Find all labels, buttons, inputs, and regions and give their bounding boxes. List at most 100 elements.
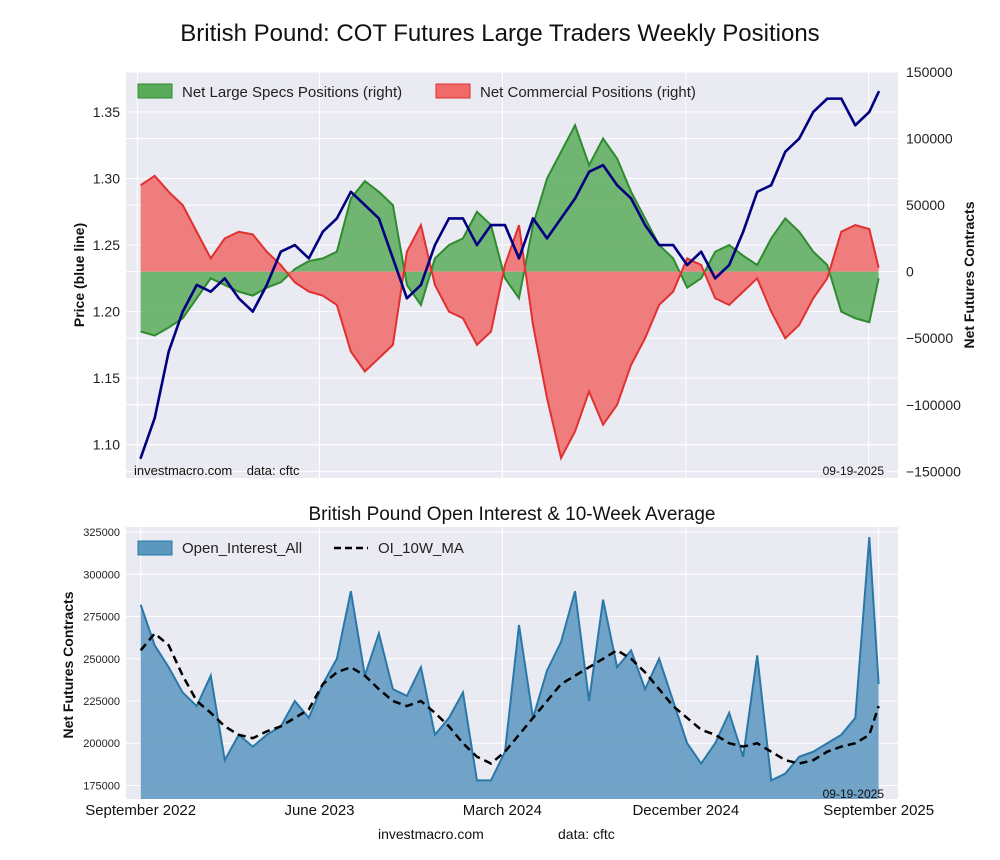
price-point	[629, 197, 633, 200]
price-point	[826, 97, 829, 100]
price-point	[545, 237, 549, 240]
price-point	[770, 183, 773, 187]
price-point	[181, 310, 184, 313]
contracts-tick-label: −150000	[906, 463, 961, 479]
price-point	[587, 170, 591, 174]
open-interest-legend: Open_Interest_All OI_10W_MA	[137, 540, 464, 557]
footer-source: data: cftc	[558, 826, 615, 842]
price-point	[405, 297, 409, 300]
price-axis-label: Price (blue line)	[71, 223, 87, 327]
open-interest-chart: British Pound Open Interest & 10-Week Av…	[60, 504, 934, 819]
price-point	[195, 283, 198, 287]
price-series	[139, 90, 880, 460]
open-interest-line	[139, 537, 880, 782]
legend-ma-label: OI_10W_MA	[378, 540, 464, 557]
price-point	[713, 277, 717, 280]
contracts-tick-label: −50000	[906, 330, 953, 346]
open-interest-axis-label: Net Futures Contracts	[60, 591, 76, 738]
price-point	[573, 197, 577, 200]
price-point	[237, 297, 240, 300]
price-point	[461, 217, 465, 220]
price-point	[279, 250, 283, 253]
price-point	[433, 243, 437, 247]
price-point	[349, 190, 353, 194]
page-title: British Pound: COT Futures Large Traders…	[180, 20, 820, 47]
open-interest-tick-label: 325000	[83, 527, 120, 539]
price-point	[756, 190, 759, 194]
price-point	[643, 223, 647, 227]
price-point	[447, 217, 451, 220]
open-interest-axis-ticks: 175000 200000 225000 250000 275000 300000 3250…	[83, 527, 120, 792]
price-point	[251, 310, 254, 313]
date-tick-label: June 2023	[284, 802, 354, 819]
price-tick-label: 1.10	[93, 437, 120, 453]
date-tick-label: March 2024	[463, 802, 542, 819]
price-point	[854, 124, 857, 127]
price-point	[139, 456, 142, 460]
price-point	[685, 263, 689, 267]
price-point	[307, 257, 311, 260]
contracts-tick-label: 0	[906, 264, 914, 280]
date-tick-label: September 2022	[85, 802, 196, 819]
price-point	[559, 217, 563, 220]
legend-specs-label: Net Large Specs Positions (right)	[182, 84, 402, 101]
moving-average-line	[139, 631, 880, 765]
positions-grid	[126, 71, 898, 478]
price-point	[335, 217, 339, 220]
price-point	[517, 257, 521, 260]
positions-date-label: 09-19-2025	[823, 464, 885, 478]
price-point	[877, 90, 880, 94]
footer-site: investmacro.com	[378, 826, 484, 842]
legend-open-interest-swatch	[137, 540, 173, 556]
contracts-tick-label: −100000	[906, 397, 961, 413]
price-tick-label: 1.30	[93, 170, 120, 186]
open-interest-date-label: 09-19-2025	[823, 787, 885, 801]
price-point	[784, 150, 787, 154]
price-point	[657, 243, 661, 247]
price-tick-label: 1.20	[93, 304, 120, 320]
price-point	[391, 257, 395, 260]
price-point	[503, 223, 507, 227]
contracts-axis-ticks: −150000 −100000 −50000 0 50000 100000 150000	[906, 64, 961, 479]
price-point	[798, 137, 801, 140]
price-point	[265, 283, 268, 287]
price-point	[601, 163, 605, 167]
price-point	[475, 243, 479, 247]
date-tick-label: December 2024	[632, 802, 739, 819]
open-interest-fill	[140, 537, 879, 799]
positions-watermark: investmacro.com data: cftc	[134, 463, 300, 478]
open-interest-title: British Pound Open Interest & 10-Week Av…	[309, 504, 716, 525]
open-interest-tick-label: 300000	[83, 569, 120, 581]
price-point	[868, 110, 871, 114]
price-point	[741, 230, 745, 233]
open-interest-tick-label: 175000	[83, 780, 120, 792]
date-axis-ticks: September 2022 June 2023 March 2024 Decembe…	[85, 802, 934, 819]
price-point	[419, 283, 423, 287]
contracts-tick-label: 100000	[906, 131, 953, 147]
price-point	[699, 250, 703, 253]
price-point	[671, 243, 675, 247]
price-point	[321, 230, 325, 233]
price-tick-label: 1.15	[93, 370, 120, 386]
price-point	[615, 183, 619, 187]
open-interest-tick-label: 200000	[83, 738, 120, 750]
legend-specs-swatch	[137, 83, 173, 99]
price-point	[531, 217, 535, 220]
open-interest-area	[139, 537, 880, 799]
legend-commercial-swatch	[435, 83, 471, 99]
price-tick-label: 1.25	[93, 237, 120, 253]
price-point	[209, 290, 212, 293]
price-point	[167, 350, 170, 353]
positions-legend: Net Large Specs Positions (right) Net Co…	[137, 83, 696, 101]
price-axis-ticks: 1.10 1.15 1.20 1.25 1.30 1.35	[93, 104, 120, 453]
positions-chart: 1.101.151.201.251.301.35 −150000−100000−…	[71, 64, 977, 479]
date-tick-label: September 2025	[823, 802, 934, 819]
open-interest-tick-label: 250000	[83, 654, 120, 666]
price-point	[363, 203, 367, 207]
price-point	[377, 217, 381, 220]
legend-open-interest-label: Open_Interest_All	[182, 540, 302, 557]
contracts-axis-label: Net Futures Contracts	[961, 201, 977, 348]
price-point	[812, 110, 815, 114]
open-interest-tick-label: 225000	[83, 696, 120, 708]
open-interest-tick-label: 275000	[83, 612, 120, 624]
